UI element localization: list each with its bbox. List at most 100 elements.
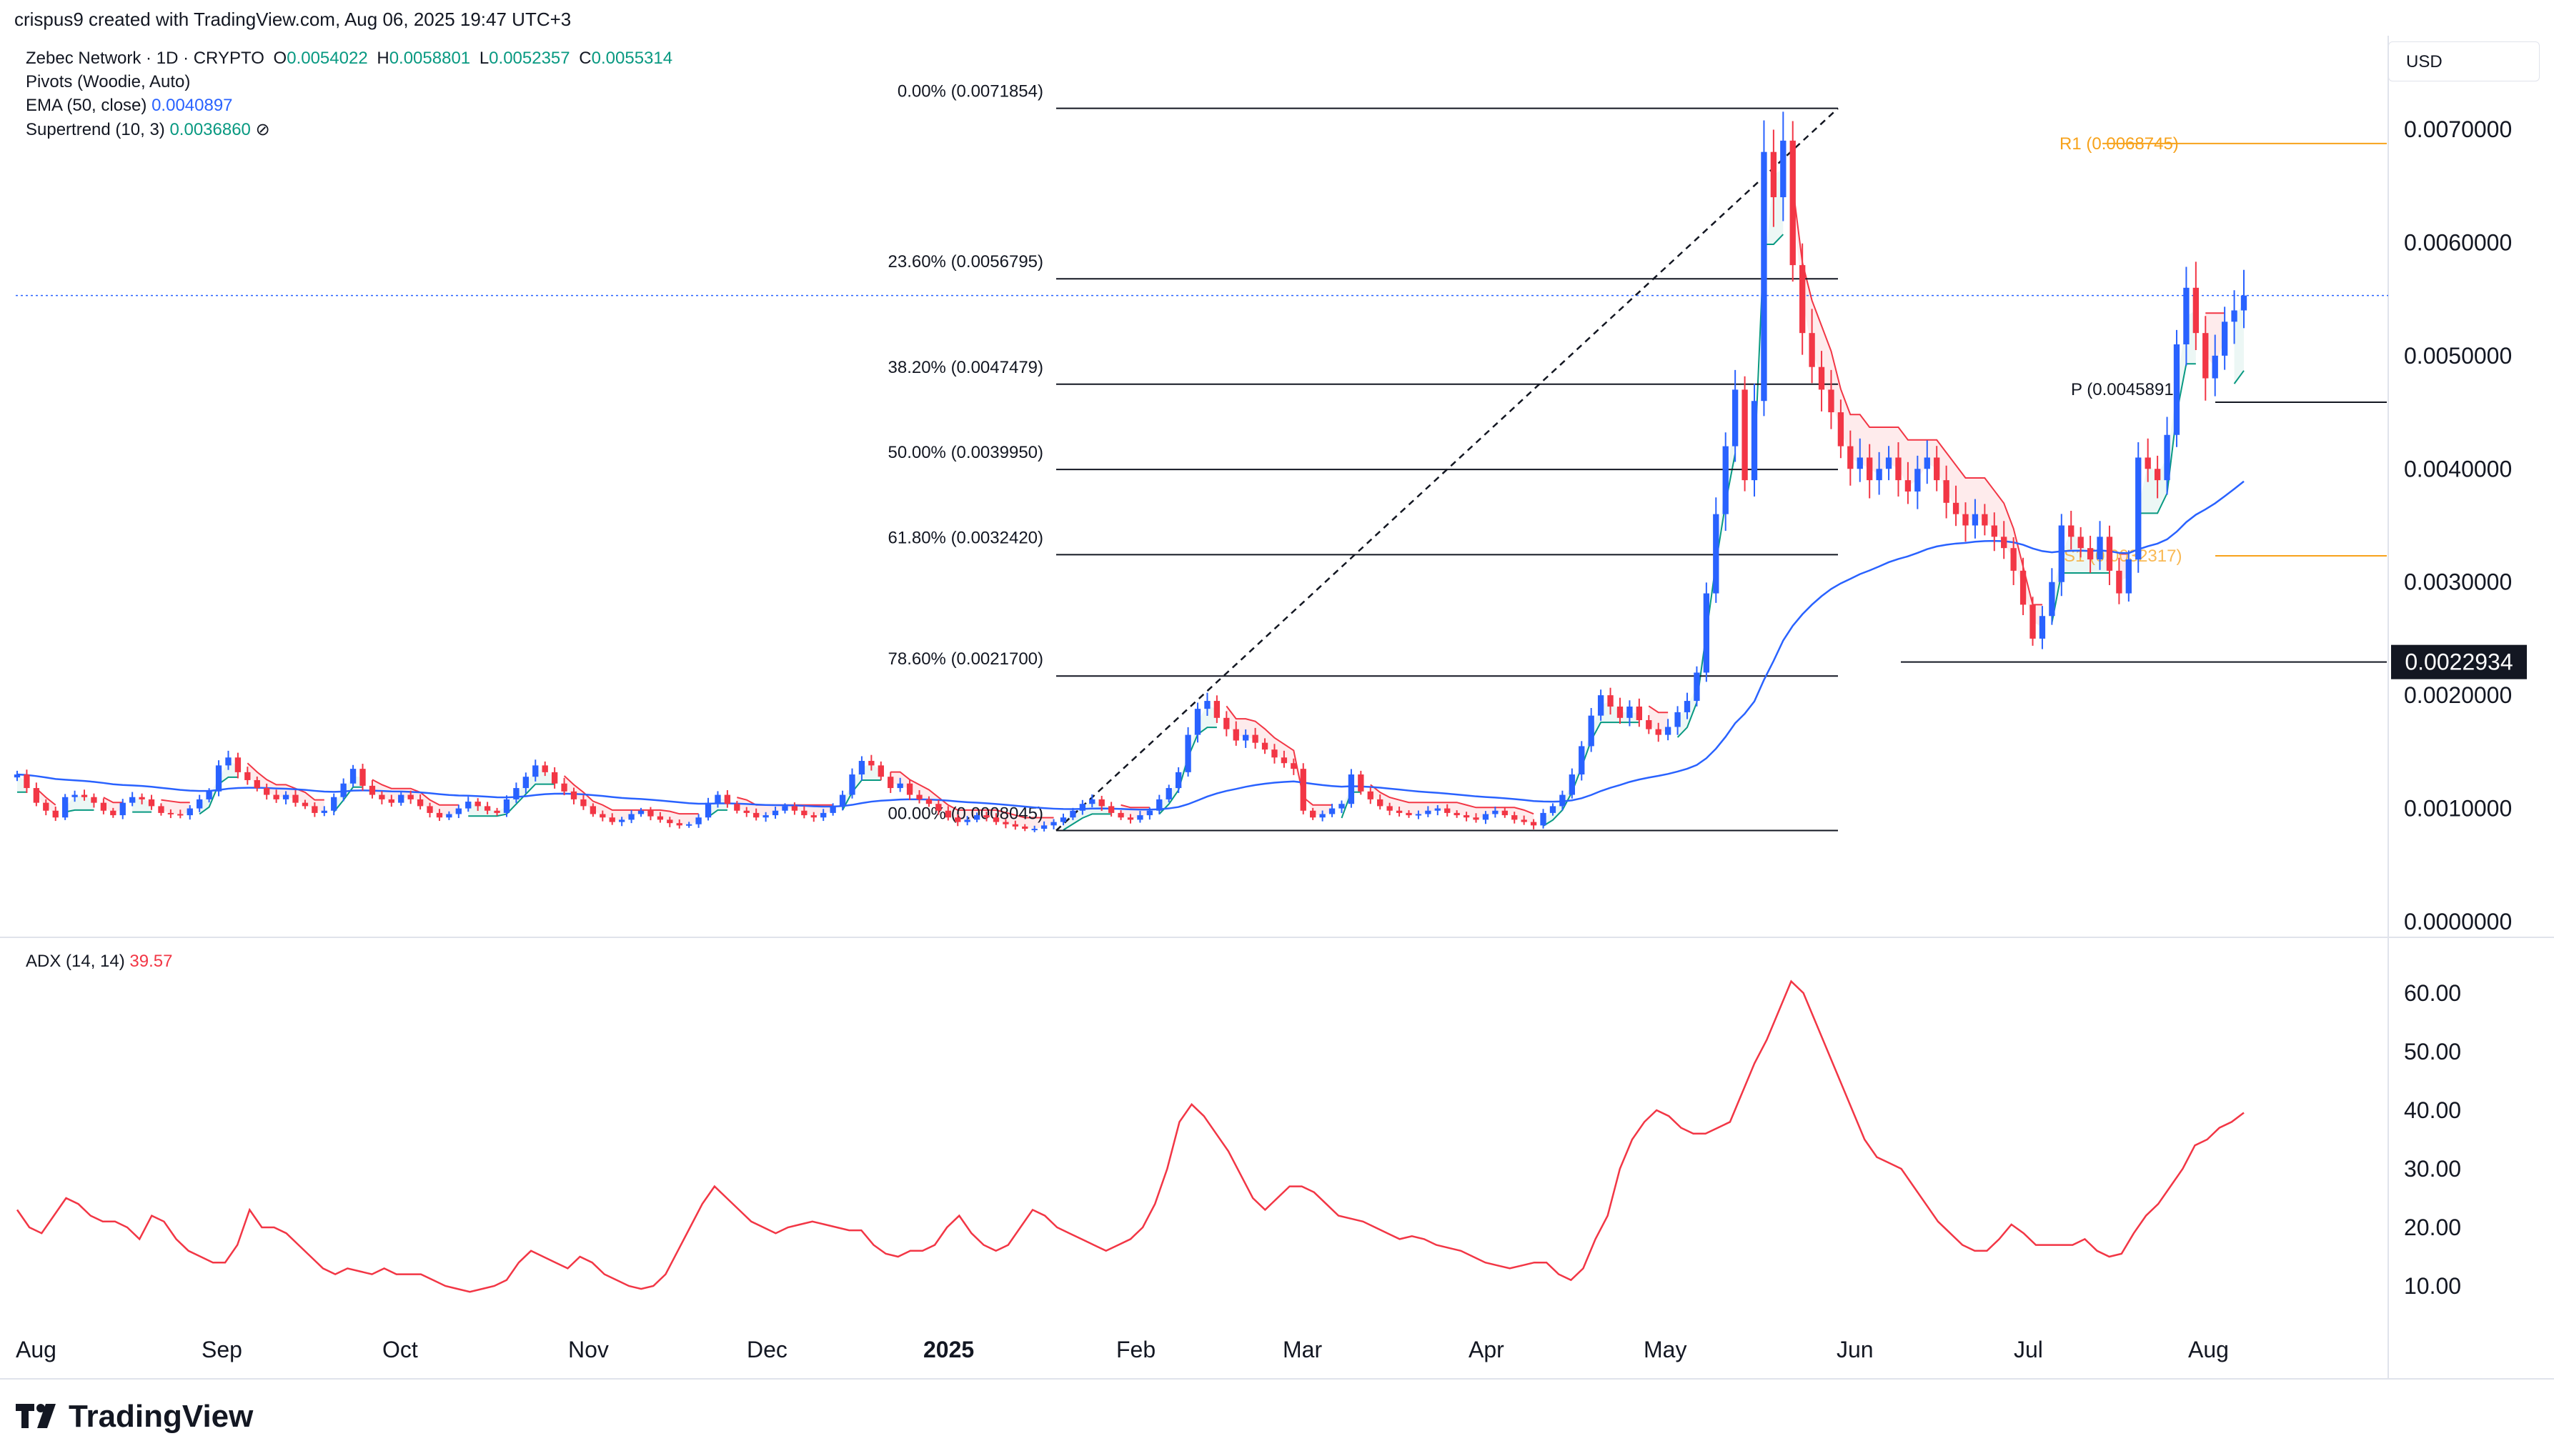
supertrend-line xyxy=(161,799,190,804)
candle-body xyxy=(1655,729,1661,735)
candle-body xyxy=(1818,367,1825,390)
candle-body xyxy=(1098,799,1105,807)
candle-body xyxy=(1943,480,1949,503)
candle-body xyxy=(1540,812,1546,826)
currency-selector[interactable]: USD xyxy=(2388,41,2540,81)
supertrend-fill xyxy=(2052,531,2110,623)
high-value: 0.0058801 xyxy=(389,49,471,68)
candle-body xyxy=(695,817,702,824)
candle-body xyxy=(1031,829,1038,831)
tradingview-wordmark: TradingView xyxy=(69,1399,254,1434)
candle-body xyxy=(2173,344,2180,435)
candle-body xyxy=(254,779,260,789)
candle-body xyxy=(637,810,645,814)
candle-body xyxy=(667,819,673,824)
ema-value: 0.0040897 xyxy=(151,96,233,115)
candle-body xyxy=(1022,826,1028,829)
supertrend-fill xyxy=(843,763,881,810)
candle-body xyxy=(436,812,443,818)
candle-body xyxy=(81,794,88,797)
candle-body xyxy=(1348,774,1355,804)
candle-body xyxy=(849,774,855,795)
candle-body xyxy=(1972,514,1979,526)
time-axis-tick: Feb xyxy=(1116,1337,1156,1362)
candle-body xyxy=(2135,457,2142,560)
candle-body xyxy=(830,806,836,813)
time-axis-tick: Nov xyxy=(568,1337,609,1362)
candle-body xyxy=(340,783,347,797)
candle-body xyxy=(1243,734,1249,741)
candle-body xyxy=(465,802,472,809)
candle-body xyxy=(2077,537,2084,549)
supertrend-line xyxy=(707,809,727,818)
candle-body xyxy=(2202,333,2209,379)
candle-body xyxy=(1338,804,1345,809)
candle-body xyxy=(839,794,846,807)
candle-body xyxy=(110,810,116,816)
price-axis-tick: 0.0070000 xyxy=(2404,116,2512,142)
candle-body xyxy=(2049,582,2055,617)
supertrend-line xyxy=(890,771,1054,819)
candle-body xyxy=(427,806,433,813)
candle-body xyxy=(2116,570,2122,594)
supertrend-fill xyxy=(2234,303,2244,384)
candle-body xyxy=(2192,287,2200,334)
candle-body xyxy=(600,814,606,818)
ema-line xyxy=(16,480,2245,811)
pivots-legend[interactable]: Pivots (Woodie, Auto) xyxy=(26,72,191,91)
supertrend-fill xyxy=(1159,704,1217,814)
candle-body xyxy=(1694,672,1700,702)
supertrend-fill xyxy=(247,763,324,812)
candle-body xyxy=(119,802,126,816)
fib-trend-line xyxy=(1055,107,1839,832)
time-axis-tick: Jul xyxy=(2014,1337,2043,1362)
candle-body xyxy=(1156,799,1163,811)
candle-body xyxy=(1674,712,1681,727)
adx-legend[interactable]: ADX (14, 14) 39.57 xyxy=(26,952,173,971)
pivot-r1-label: R1 (0.0068745) xyxy=(2059,134,2179,154)
candle-body xyxy=(446,814,452,818)
price-axis-tick: 0.0000000 xyxy=(2404,909,2512,934)
time-axis-tick: Oct xyxy=(382,1337,418,1362)
candle-body xyxy=(100,802,107,811)
candle-body xyxy=(177,814,184,816)
time-axis-tick: Apr xyxy=(1469,1337,1504,1362)
candle-body xyxy=(916,794,923,799)
supertrend-fill xyxy=(468,769,555,817)
candle-body xyxy=(570,791,577,799)
candle-body xyxy=(1664,727,1671,735)
candle-body xyxy=(782,806,788,811)
candle-body xyxy=(791,806,798,811)
supertrend-legend[interactable]: Supertrend (10, 3) 0.0036860 ⊘ xyxy=(26,120,270,139)
candle-body xyxy=(1559,794,1566,807)
candle-body xyxy=(551,772,558,784)
candle-body xyxy=(1952,502,1959,514)
low-value: 0.0052357 xyxy=(489,49,570,68)
adx-axis-tick: 40.00 xyxy=(2404,1097,2461,1123)
candle-body xyxy=(474,802,481,807)
eye-off-icon[interactable]: ⊘ xyxy=(255,120,270,139)
candle-body xyxy=(657,816,664,820)
price-axis-tick: 0.0010000 xyxy=(2404,796,2512,822)
supertrend-line xyxy=(1226,705,1333,806)
candle-body xyxy=(1185,734,1191,772)
adx-line xyxy=(16,979,2245,1293)
time-axis-tick: Sep xyxy=(202,1337,242,1362)
candle-body xyxy=(897,783,903,789)
candle-body xyxy=(1837,412,1844,447)
candle-body xyxy=(1482,814,1489,820)
candle-body xyxy=(1328,808,1336,814)
time-axis-tick: Dec xyxy=(747,1337,787,1362)
candle-body xyxy=(1780,140,1787,198)
candle-body xyxy=(618,819,625,822)
supertrend-line xyxy=(1063,813,1112,831)
candle-body xyxy=(1646,719,1652,729)
candle-body xyxy=(762,815,769,818)
fib-level-label: 23.60% (0.0056795) xyxy=(888,252,1044,271)
fib-level-label: 61.80% (0.0032420) xyxy=(888,528,1044,547)
ema-legend[interactable]: EMA (50, close) 0.0040897 xyxy=(26,96,233,115)
candle-body xyxy=(1003,822,1009,824)
candle-body xyxy=(2097,537,2103,560)
price-axis-tick: 0.0030000 xyxy=(2404,569,2512,595)
